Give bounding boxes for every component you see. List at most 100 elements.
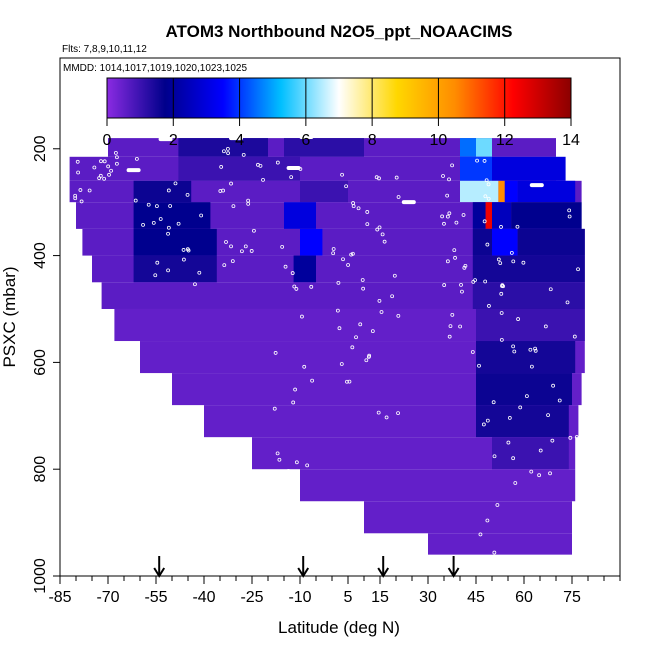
sample-point	[499, 291, 504, 296]
sample-point	[107, 172, 111, 177]
colorbar: 0 2 4 6 8 10 12 14	[103, 77, 580, 149]
sample-point	[380, 232, 385, 237]
x-tick-label: 75	[563, 589, 581, 606]
sample-point	[396, 195, 401, 199]
x-tick-label: -70	[96, 589, 119, 606]
flight-level-marker	[529, 183, 544, 188]
sample-point	[512, 349, 517, 354]
sample-point	[448, 324, 453, 329]
heatmap-cell	[472, 228, 492, 256]
colorbar-tick-label: 8	[368, 132, 377, 149]
sample-point	[92, 165, 97, 170]
sample-point	[102, 159, 107, 164]
sample-point	[154, 204, 159, 209]
sample-point	[506, 440, 511, 445]
sample-point	[483, 194, 488, 199]
sample-point	[243, 244, 248, 249]
sample-point	[79, 199, 84, 204]
sample-point	[492, 454, 497, 459]
sample-point	[249, 249, 254, 253]
sample-point	[361, 286, 366, 291]
sample-point	[516, 317, 520, 321]
heatmap-cell	[133, 228, 217, 256]
sample-point	[365, 210, 370, 214]
sample-point	[102, 176, 107, 181]
sample-point	[221, 188, 225, 193]
sample-point	[151, 220, 156, 225]
heatmap-cell	[133, 180, 192, 203]
plot-frame	[59, 57, 621, 577]
heatmap-cell	[300, 469, 576, 502]
sample-point	[166, 188, 171, 193]
sample-point	[230, 259, 235, 264]
sample-point	[394, 175, 399, 180]
sample-point	[300, 314, 304, 319]
y-tick-label: 400	[32, 242, 49, 269]
sample-point	[482, 219, 487, 224]
sample-point	[440, 214, 445, 219]
x-tick-label: -85	[48, 589, 71, 606]
sample-point	[365, 222, 370, 227]
sample-point	[509, 250, 514, 255]
sample-point	[294, 460, 299, 465]
chart-title: ATOM3 Northbound N2O5_ppt_NOAACIMS	[166, 22, 513, 41]
sample-point	[377, 225, 382, 230]
sample-point	[133, 198, 138, 203]
heatmap-cell	[460, 180, 499, 203]
sample-point	[158, 217, 163, 221]
sample-point	[226, 151, 230, 156]
sample-point	[441, 174, 445, 178]
x-tick-label: -55	[144, 589, 167, 606]
sample-point	[181, 248, 186, 252]
x-tick-label: 5	[344, 589, 353, 606]
sample-point	[302, 364, 307, 369]
sample-point	[335, 308, 340, 313]
sample-point	[529, 364, 534, 369]
heatmap-cell	[428, 533, 572, 555]
sample-point	[486, 196, 491, 201]
y-axis-label: PSXC (mbar)	[0, 266, 19, 367]
sample-point	[75, 159, 80, 164]
sample-point	[354, 335, 358, 340]
sample-point	[548, 287, 553, 292]
sample-point	[197, 270, 202, 275]
flight-level-marker	[401, 200, 416, 205]
x-tick-label: -10	[288, 589, 311, 606]
sample-point	[73, 193, 78, 198]
sample-point	[447, 177, 451, 182]
sample-point	[513, 481, 518, 485]
colorbar-gradient	[106, 77, 572, 119]
sample-point	[166, 231, 170, 236]
x-axis-label: Latitude (deg N)	[278, 618, 400, 637]
sample-point	[546, 413, 550, 418]
sample-point	[392, 273, 397, 278]
sample-point	[572, 334, 577, 339]
heatmap-cell	[476, 341, 576, 374]
flight-level-marker	[299, 135, 314, 140]
y-tick-label: 800	[32, 456, 49, 483]
sample-point	[347, 379, 352, 384]
heatmap-cell	[300, 180, 348, 203]
heatmap-cell	[472, 202, 486, 229]
sample-point	[336, 280, 341, 285]
sample-point	[447, 334, 452, 339]
sample-point	[442, 283, 447, 287]
sample-point	[483, 279, 488, 284]
sample-points	[73, 135, 582, 555]
sample-point	[538, 448, 543, 453]
flight-arrow	[153, 556, 166, 578]
sample-point	[106, 164, 111, 169]
sample-point	[261, 177, 265, 182]
sample-point	[146, 202, 151, 207]
sample-point	[481, 422, 486, 427]
heatmap-cell	[284, 138, 364, 157]
sample-point	[537, 473, 542, 478]
sample-point	[485, 418, 490, 423]
sample-point	[485, 242, 490, 247]
sample-point	[286, 469, 291, 473]
flights-label: Flts: 7,8,9,10,11,12	[62, 44, 147, 55]
x-tick-label: -25	[240, 589, 263, 606]
sample-point	[511, 259, 516, 264]
sample-point	[76, 170, 81, 175]
